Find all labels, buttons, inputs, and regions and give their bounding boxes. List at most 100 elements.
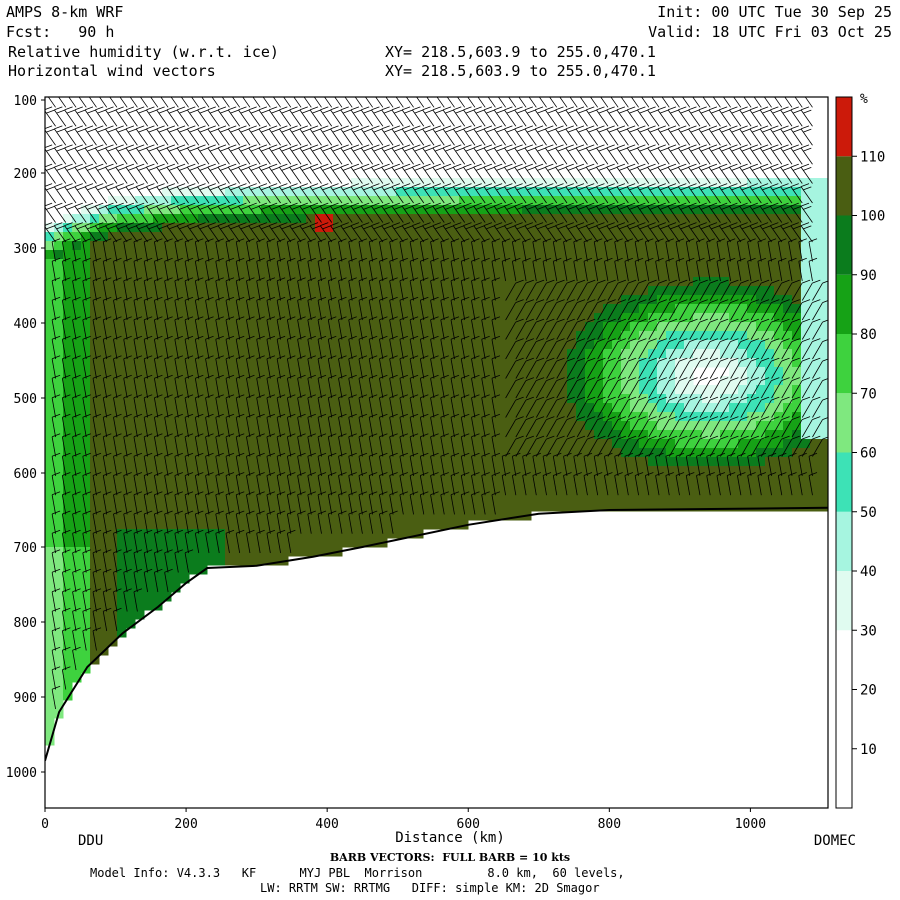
rh-cell xyxy=(306,286,316,296)
rh-cell xyxy=(405,466,415,476)
barb-flag xyxy=(205,296,214,301)
rh-cell xyxy=(189,529,199,539)
barb-flag xyxy=(115,222,124,226)
barb-flag xyxy=(136,144,145,149)
barb-flag xyxy=(87,147,96,152)
barb-flag xyxy=(87,225,96,230)
rh-cell xyxy=(270,529,280,539)
rh-cell xyxy=(261,259,271,269)
wind-barb xyxy=(82,549,91,573)
rh-cell xyxy=(423,448,433,458)
barb-flag xyxy=(138,167,147,171)
rh-cell xyxy=(531,484,541,494)
rh-cell xyxy=(540,448,550,458)
wind-barb xyxy=(176,163,189,184)
barb-flag xyxy=(136,125,145,130)
rh-cell xyxy=(117,196,127,206)
rh-cell xyxy=(558,223,568,233)
barb-flag xyxy=(113,394,122,399)
wind-barb xyxy=(105,163,118,184)
rh-cell xyxy=(666,214,676,224)
rh-cell xyxy=(603,421,613,431)
rh-cell xyxy=(72,475,82,485)
rh-cell xyxy=(234,268,244,278)
wind-barb xyxy=(51,316,61,340)
barb-flag xyxy=(54,163,63,168)
rh-cell xyxy=(774,385,784,395)
rh-cell xyxy=(414,340,424,350)
rh-cell xyxy=(162,340,172,350)
rh-cell xyxy=(261,295,271,305)
rh-cell xyxy=(225,250,235,260)
barb-flag xyxy=(67,91,75,94)
rh-cell xyxy=(756,277,766,287)
rh-cell xyxy=(756,295,766,305)
rh-cell xyxy=(495,232,505,242)
rh-cell xyxy=(675,448,685,458)
rh-cell xyxy=(423,322,433,332)
barb-flag xyxy=(87,128,96,133)
barb-staff xyxy=(153,358,159,379)
rh-cell xyxy=(612,385,622,395)
wind-barb xyxy=(205,472,214,496)
rh-cell xyxy=(432,277,442,287)
rh-cell xyxy=(135,376,145,386)
wind-barb xyxy=(102,588,112,612)
rh-cell xyxy=(504,457,514,467)
rh-cell xyxy=(297,439,307,449)
rh-cell xyxy=(351,358,361,368)
barb-staff xyxy=(54,147,67,165)
barb-flag xyxy=(46,186,55,191)
rh-cell xyxy=(117,250,127,260)
rh-cell xyxy=(414,232,424,242)
barb-flag xyxy=(84,125,94,130)
rh-cell xyxy=(288,304,298,314)
barb-flag xyxy=(107,206,116,210)
barb-flag xyxy=(146,202,155,207)
rh-cell xyxy=(738,475,748,485)
rh-cell xyxy=(72,385,82,395)
rh-cell xyxy=(477,214,487,224)
rh-cell xyxy=(468,475,478,485)
wind-barb xyxy=(174,549,183,573)
rh-cell xyxy=(819,439,828,449)
rh-cell xyxy=(819,268,828,278)
barb-staff xyxy=(61,552,67,573)
rh-cell xyxy=(162,331,172,341)
rh-cell xyxy=(45,628,55,638)
rh-cell xyxy=(639,268,649,278)
rh-cell xyxy=(171,538,181,548)
rh-cell xyxy=(333,367,343,377)
rh-cell xyxy=(792,286,802,296)
rh-cell xyxy=(801,304,811,314)
rh-cell xyxy=(378,385,388,395)
rh-cell xyxy=(738,277,748,287)
rh-cell xyxy=(288,403,298,413)
rh-cell xyxy=(585,205,595,215)
barb-staff xyxy=(146,128,159,146)
barb-flag xyxy=(62,374,71,379)
wind-barb xyxy=(180,97,189,108)
barb-staff xyxy=(72,611,77,632)
barb-flag xyxy=(103,277,112,282)
rh-cell xyxy=(810,457,820,467)
rh-cell xyxy=(729,340,739,350)
rh-cell xyxy=(225,376,235,386)
wind-barb xyxy=(102,568,112,593)
barb-staff xyxy=(123,475,128,496)
rh-cell xyxy=(162,529,172,539)
rh-cell xyxy=(486,484,496,494)
wind-barb xyxy=(125,202,138,223)
barb-flag xyxy=(65,88,73,91)
rh-cell xyxy=(414,439,424,449)
wind-barb xyxy=(146,202,159,223)
rh-cell xyxy=(90,628,100,638)
rh-cell xyxy=(315,277,325,287)
rh-cell xyxy=(126,439,136,449)
barb-flag xyxy=(51,355,61,360)
barb-staff xyxy=(201,97,210,108)
rh-cell xyxy=(198,421,208,431)
barb-flag xyxy=(205,374,214,379)
rh-cell xyxy=(45,376,55,386)
barb-flag xyxy=(205,510,214,515)
